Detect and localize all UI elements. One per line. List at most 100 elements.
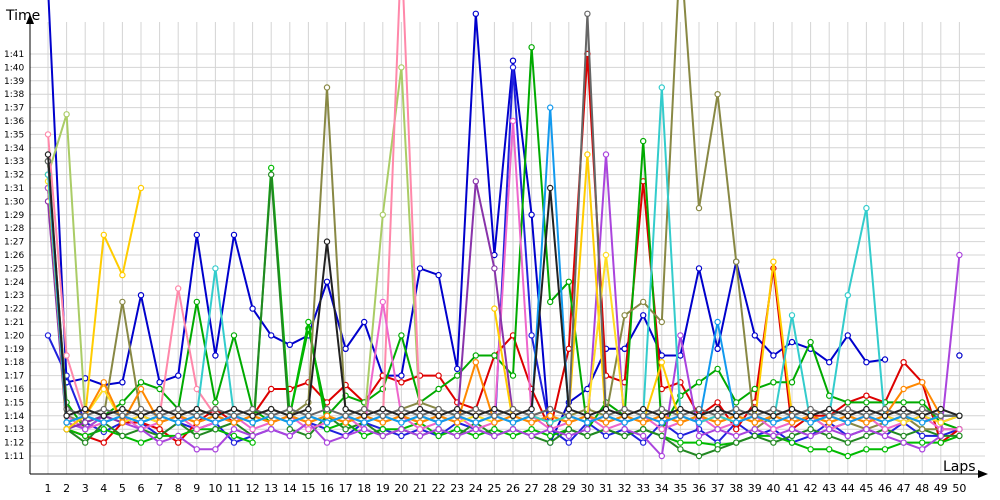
- data-point: [491, 426, 498, 433]
- data-point: [565, 432, 573, 440]
- data-point: [900, 419, 907, 426]
- data-point: [361, 405, 368, 413]
- y-tick-label: 1:38: [4, 90, 24, 100]
- data-point: [677, 412, 684, 419]
- data-point: [435, 426, 442, 433]
- data-point: [342, 419, 349, 426]
- data-point: [472, 405, 479, 413]
- x-tick-label: 44: [841, 482, 855, 495]
- data-point: [695, 432, 703, 440]
- data-point: [342, 405, 349, 413]
- data-point: [733, 419, 740, 426]
- data-point: [695, 419, 703, 426]
- data-point: [156, 385, 163, 393]
- data-point: [788, 432, 796, 440]
- data-point: [658, 352, 666, 359]
- data-point: [249, 426, 256, 433]
- data-point: [733, 432, 740, 440]
- x-tick-label: 6: [138, 482, 145, 495]
- data-point: [454, 412, 461, 419]
- data-point: [528, 332, 535, 339]
- y-tick-label: 1:15: [4, 398, 24, 408]
- data-point: [100, 379, 108, 386]
- x-tick-label: 24: [469, 482, 483, 495]
- y-tick-label: 1:37: [4, 104, 24, 114]
- data-point: [398, 379, 405, 386]
- x-tick-label: 40: [766, 482, 780, 495]
- data-point: [770, 432, 777, 440]
- x-tick-label: 9: [193, 482, 200, 495]
- data-point: [528, 432, 535, 440]
- data-point: [323, 405, 331, 413]
- data-point: [342, 432, 349, 440]
- x-tick-label: 19: [376, 482, 390, 495]
- data-point: [770, 439, 777, 446]
- data-point: [956, 251, 963, 259]
- data-point: [81, 439, 89, 446]
- data-point: [584, 10, 591, 18]
- data-point: [640, 439, 647, 446]
- data-point: [621, 412, 628, 419]
- data-point: [733, 412, 740, 419]
- data-point: [491, 305, 498, 312]
- x-tick-label: 45: [859, 482, 873, 495]
- y-tick-label: 1:36: [4, 117, 24, 127]
- data-point: [751, 432, 759, 440]
- data-point: [435, 372, 442, 379]
- x-tick-label: 13: [264, 482, 278, 495]
- data-point: [881, 419, 889, 426]
- data-point: [323, 439, 331, 446]
- y-tick-label: 1:30: [4, 197, 24, 207]
- data-point: [677, 432, 684, 440]
- data-point: [919, 379, 926, 386]
- data-point: [900, 439, 907, 446]
- data-point: [379, 211, 386, 218]
- data-point: [881, 412, 889, 419]
- x-tick-label: 27: [525, 482, 539, 495]
- data-point: [733, 426, 740, 433]
- data-point: [528, 412, 535, 419]
- data-point: [714, 446, 721, 453]
- data-point: [695, 405, 703, 413]
- data-point: [491, 265, 498, 272]
- data-point: [174, 439, 182, 446]
- x-tick-label: 2: [63, 482, 70, 495]
- data-point: [174, 419, 182, 426]
- data-point: [807, 338, 814, 346]
- data-point: [751, 419, 759, 426]
- data-point: [621, 345, 628, 352]
- x-tick-label: 50: [952, 482, 966, 495]
- x-tick-label: 5: [119, 482, 126, 495]
- data-point: [602, 151, 610, 158]
- data-point: [491, 412, 498, 419]
- x-tick-label: 11: [227, 482, 241, 495]
- data-point: [212, 419, 219, 426]
- data-point: [323, 426, 331, 433]
- data-point: [733, 405, 740, 413]
- data-point: [63, 352, 70, 359]
- data-point: [119, 399, 126, 406]
- data-point: [937, 405, 945, 413]
- data-point: [547, 426, 554, 433]
- data-point: [193, 432, 200, 440]
- data-point: [249, 432, 256, 440]
- data-point: [956, 412, 963, 419]
- y-tick-label: 1:33: [4, 157, 24, 167]
- data-point: [268, 426, 275, 433]
- data-point: [174, 405, 182, 413]
- data-point: [602, 405, 610, 413]
- data-point: [602, 412, 610, 419]
- data-point: [230, 419, 238, 426]
- data-point: [193, 412, 200, 419]
- data-point: [863, 426, 870, 433]
- data-point: [509, 405, 517, 413]
- data-point: [137, 439, 145, 446]
- data-point: [844, 332, 852, 339]
- y-tick-label: 1:22: [4, 305, 24, 315]
- x-tick-label: 30: [580, 482, 594, 495]
- data-point: [714, 399, 721, 406]
- data-point: [361, 419, 368, 426]
- data-point: [602, 426, 610, 433]
- data-point: [937, 419, 945, 426]
- y-tick-label: 1:27: [4, 238, 24, 248]
